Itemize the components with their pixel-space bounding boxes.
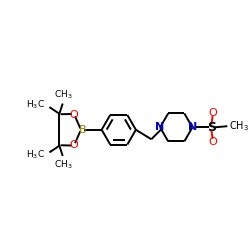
Text: H$_3$C: H$_3$C	[26, 148, 45, 161]
Text: O: O	[69, 110, 78, 120]
Text: CH$_3$: CH$_3$	[54, 88, 73, 101]
Text: H$_3$C: H$_3$C	[26, 98, 45, 111]
Text: S: S	[207, 121, 216, 134]
Text: N: N	[156, 122, 165, 132]
Text: N: N	[188, 122, 197, 132]
Text: O: O	[208, 137, 217, 147]
Text: O: O	[208, 108, 217, 118]
Text: O: O	[69, 140, 78, 149]
Text: CH$_3$: CH$_3$	[229, 119, 249, 133]
Text: CH$_3$: CH$_3$	[54, 159, 73, 171]
Text: B: B	[78, 125, 86, 135]
